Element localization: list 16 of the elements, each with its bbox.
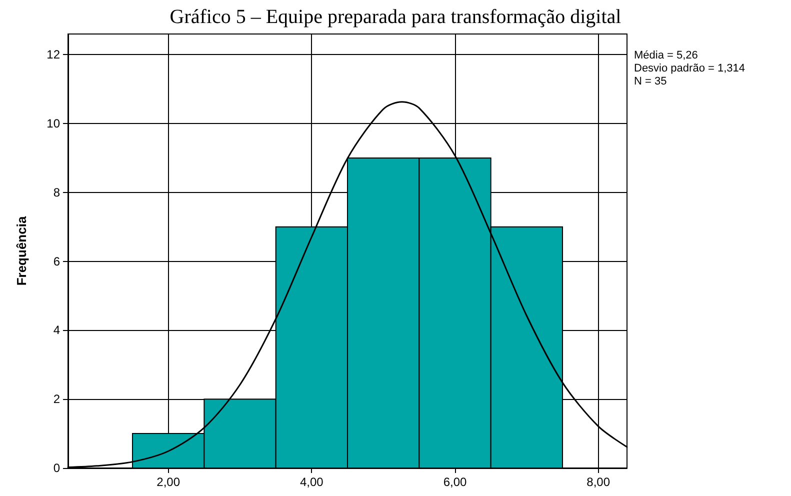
y-tick-label: 12 bbox=[46, 48, 60, 62]
text: Desvio padrão = 1,314 bbox=[634, 62, 745, 74]
y-axis-title: Frequência bbox=[14, 216, 29, 286]
x-tick-label: 8,00 bbox=[586, 475, 610, 489]
x-tick-label: 2,00 bbox=[156, 475, 180, 489]
text: Média = 5,26 bbox=[634, 50, 698, 62]
y-tick-label: 6 bbox=[53, 254, 60, 268]
y-tick-label: 2 bbox=[53, 392, 60, 406]
text: N = 35 bbox=[634, 76, 667, 88]
x-tick-label: 6,00 bbox=[443, 475, 467, 489]
x-tick-label: 4,00 bbox=[300, 475, 324, 489]
y-tick-label: 10 bbox=[46, 116, 60, 131]
y-tick-label: 8 bbox=[53, 185, 60, 200]
y-tick-label: 0 bbox=[53, 461, 60, 475]
y-tick-label: 4 bbox=[53, 323, 60, 338]
chart-title: Gráfico 5 – Equipe preparada para transformação digital bbox=[170, 6, 622, 28]
